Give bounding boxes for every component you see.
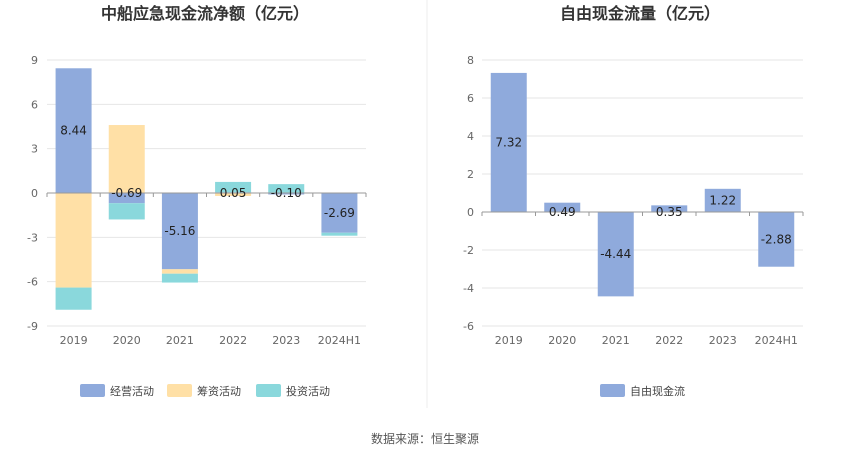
- legend-label[interactable]: 投资活动: [286, 384, 330, 398]
- y-tick-label: 4: [467, 130, 474, 143]
- y-tick-label: -6: [463, 320, 474, 333]
- bar-fcf: [490, 72, 527, 212]
- bar-financing: [108, 125, 145, 193]
- y-tick-label: 0: [467, 206, 474, 219]
- x-tick-label: 2019: [495, 334, 523, 347]
- bar-operating: [108, 193, 145, 204]
- y-tick-label: 0: [31, 187, 38, 200]
- x-axis-labels: 2019 2020 2021 2022 2023 2024H1: [495, 334, 798, 347]
- gridlines: [47, 59, 366, 327]
- legend-swatch[interactable]: [167, 384, 192, 397]
- bar-fcf: [651, 205, 688, 212]
- chart-title: 自由现金流量（亿元）: [560, 4, 720, 23]
- y-tick-label: 6: [31, 98, 38, 111]
- y-tick-label: 9: [31, 54, 38, 67]
- legend: 自由现金流: [600, 384, 685, 398]
- y-tick-label: 8: [467, 54, 474, 67]
- bar-financing: [161, 269, 198, 274]
- data-label: -0.10: [271, 186, 302, 200]
- y-tick-label: 2: [467, 168, 474, 181]
- y-tick-label: 6: [467, 92, 474, 105]
- y-tick-label: -4: [463, 282, 474, 295]
- bar-operating: [321, 193, 358, 233]
- data-label: -2.88: [761, 232, 792, 246]
- bar-fcf: [704, 188, 741, 212]
- x-tick-label: 2024H1: [318, 334, 361, 347]
- bar-operating: [55, 68, 92, 193]
- x-tick-label: 2022: [219, 334, 247, 347]
- y-tick-label: -3: [27, 231, 38, 244]
- bar-fcf: [758, 212, 795, 267]
- x-tick-label: 2022: [655, 334, 683, 347]
- data-label: -0.69: [111, 186, 142, 200]
- legend-label[interactable]: 筹资活动: [197, 384, 241, 398]
- x-tick-label: 2020: [113, 334, 141, 347]
- bar-investing: [108, 203, 145, 220]
- legend-swatch[interactable]: [256, 384, 281, 397]
- data-labels: 8.44 -0.69 -5.16 0.05 -0.10 -2.69: [60, 124, 355, 238]
- bar-investing: [321, 232, 358, 236]
- legend-swatch[interactable]: [600, 384, 625, 397]
- bars: [55, 68, 358, 310]
- bars: [490, 72, 795, 297]
- data-label: 8.44: [60, 124, 87, 138]
- data-label: 1.22: [709, 193, 736, 207]
- bar-financing: [55, 193, 92, 288]
- zero-axis: [46, 192, 367, 197]
- legend-label[interactable]: 经营活动: [110, 384, 154, 398]
- legend-swatch[interactable]: [80, 384, 105, 397]
- bar-investing: [215, 181, 252, 193]
- x-tick-label: 2020: [548, 334, 576, 347]
- x-axis-labels: 2019 2020 2021 2022 2023 2024H1: [60, 334, 361, 347]
- x-tick-label: 2024H1: [755, 334, 798, 347]
- x-tick-label: 2019: [60, 334, 88, 347]
- y-tick-label: 3: [31, 143, 38, 156]
- data-label: 0.49: [549, 205, 576, 219]
- y-tick-label: -9: [27, 320, 38, 333]
- y-axis-ticks: 9 6 3 0 -3 -6 -9: [27, 54, 38, 333]
- zero-axis: [481, 211, 804, 216]
- chart-title: 中船应急现金流净额（亿元）: [101, 4, 309, 23]
- legend-label[interactable]: 自由现金流: [630, 384, 685, 398]
- x-tick-label: 2021: [602, 334, 630, 347]
- data-label: 7.32: [495, 135, 522, 149]
- data-label: -2.69: [324, 206, 355, 220]
- gridlines: [482, 59, 803, 327]
- data-source: 数据来源：恒生聚源: [371, 431, 479, 446]
- x-tick-label: 2023: [709, 334, 737, 347]
- data-label: 0.05: [220, 186, 247, 200]
- cash-flow-net-chart: 中船应急现金流净额（亿元） 9 6 3 0 -3 -6 -9 2019 2020 2021 202…: [27, 4, 367, 398]
- x-tick-label: 2021: [166, 334, 194, 347]
- bar-fcf: [544, 202, 581, 212]
- y-tick-label: -6: [27, 276, 38, 289]
- bar-investing: [268, 184, 305, 193]
- data-label: 0.35: [656, 205, 683, 219]
- x-tick-label: 2023: [272, 334, 300, 347]
- bar-investing: [55, 287, 92, 310]
- data-label: -4.44: [600, 247, 631, 261]
- bar-fcf: [597, 212, 634, 297]
- legend: 经营活动 筹资活动 投资活动: [80, 384, 330, 398]
- y-axis-ticks: 8 6 4 2 0 -2 -4 -6: [463, 54, 474, 333]
- bar-investing: [161, 273, 198, 283]
- data-label: -5.16: [164, 224, 195, 238]
- y-tick-label: -2: [463, 244, 474, 257]
- bar-operating: [161, 193, 198, 270]
- bar-operating: [268, 193, 305, 195]
- bar-financing: [215, 193, 252, 196]
- data-labels: 7.32 0.49 -4.44 0.35 1.22 -2.88: [495, 135, 791, 261]
